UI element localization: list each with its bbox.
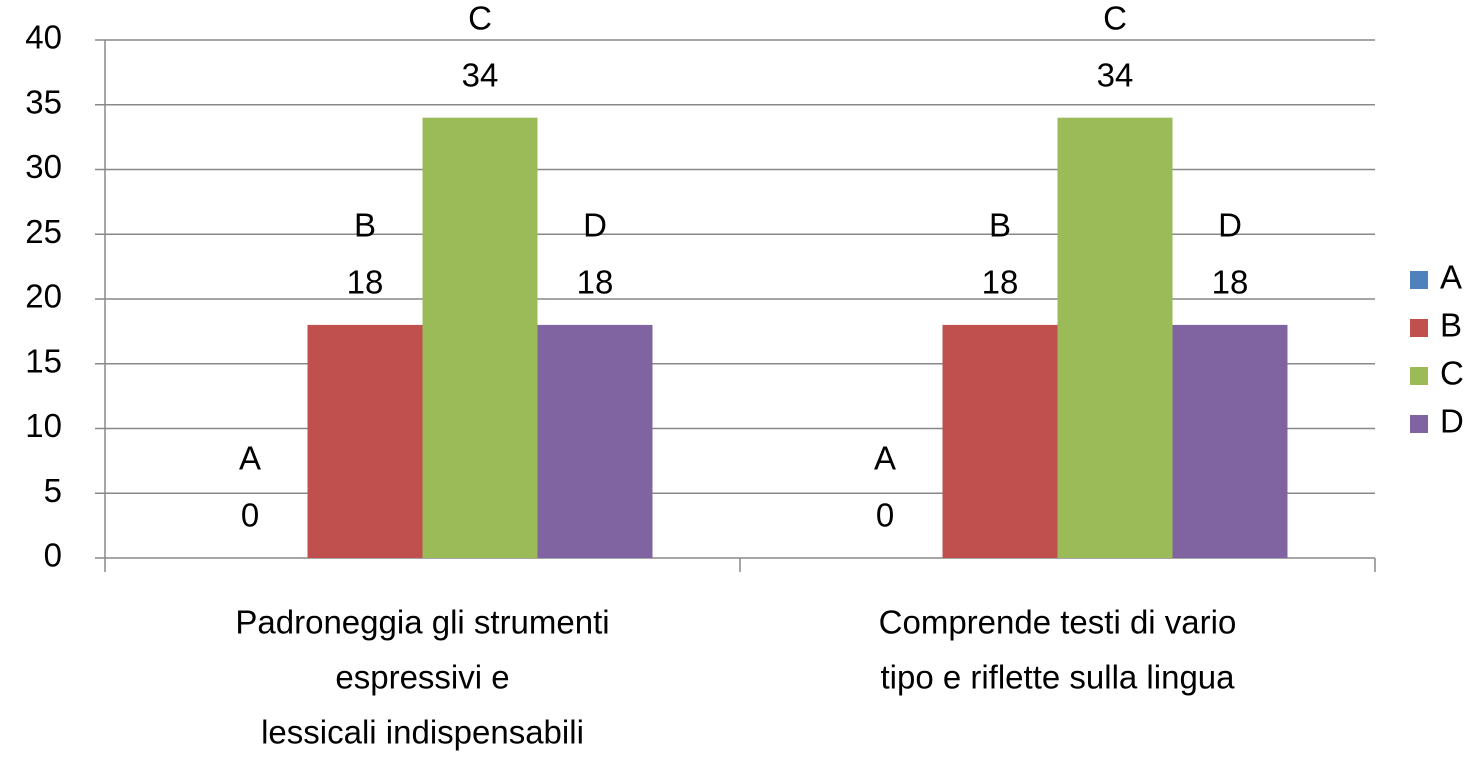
bar xyxy=(537,324,653,558)
legend-swatch xyxy=(1410,367,1428,385)
data-label-name: C xyxy=(1103,0,1127,36)
x-tick-label: Padroneggia gli strumenti xyxy=(235,604,609,641)
y-tick-label: 35 xyxy=(25,83,62,120)
data-label-name: D xyxy=(583,207,607,244)
data-label: 34 xyxy=(1097,56,1134,93)
y-tick-label: 30 xyxy=(25,148,62,185)
data-label: 0 xyxy=(876,497,894,534)
data-label-name: C xyxy=(468,0,492,36)
data-label-name: D xyxy=(1218,207,1242,244)
bar xyxy=(1057,117,1173,558)
data-label: 18 xyxy=(1212,264,1249,301)
bar xyxy=(942,324,1058,558)
legend-label: A xyxy=(1440,259,1462,296)
legend-swatch xyxy=(1410,319,1428,337)
legend-label: D xyxy=(1440,403,1464,440)
data-label: 18 xyxy=(982,264,1019,301)
x-tick-label: Comprende testi di vario xyxy=(879,604,1237,641)
bar xyxy=(422,117,538,558)
data-label: 34 xyxy=(462,56,499,93)
data-label-name: A xyxy=(874,440,896,477)
y-tick-label: 15 xyxy=(25,342,62,379)
legend-swatch xyxy=(1410,271,1428,289)
bar xyxy=(1172,324,1288,558)
y-tick-label: 10 xyxy=(25,407,62,444)
legend-label: C xyxy=(1440,355,1464,392)
data-label: 0 xyxy=(241,497,259,534)
x-tick-label: lessicali indispensabili xyxy=(261,714,584,751)
legend-label: B xyxy=(1440,307,1462,344)
y-tick-label: 25 xyxy=(25,213,62,250)
data-label-name: B xyxy=(989,207,1011,244)
legend-swatch xyxy=(1410,415,1428,433)
y-tick-label: 20 xyxy=(25,278,62,315)
data-label: 18 xyxy=(577,264,614,301)
data-label-name: B xyxy=(354,207,376,244)
y-tick-label: 0 xyxy=(44,537,62,574)
x-tick-label: espressivi e xyxy=(335,659,509,696)
y-tick-label: 40 xyxy=(25,19,62,56)
bar xyxy=(307,324,423,558)
data-label-name: A xyxy=(239,440,261,477)
y-tick-label: 5 xyxy=(44,472,62,509)
data-label: 18 xyxy=(347,264,384,301)
x-tick-label: tipo e riflette sulla lingua xyxy=(880,659,1235,696)
